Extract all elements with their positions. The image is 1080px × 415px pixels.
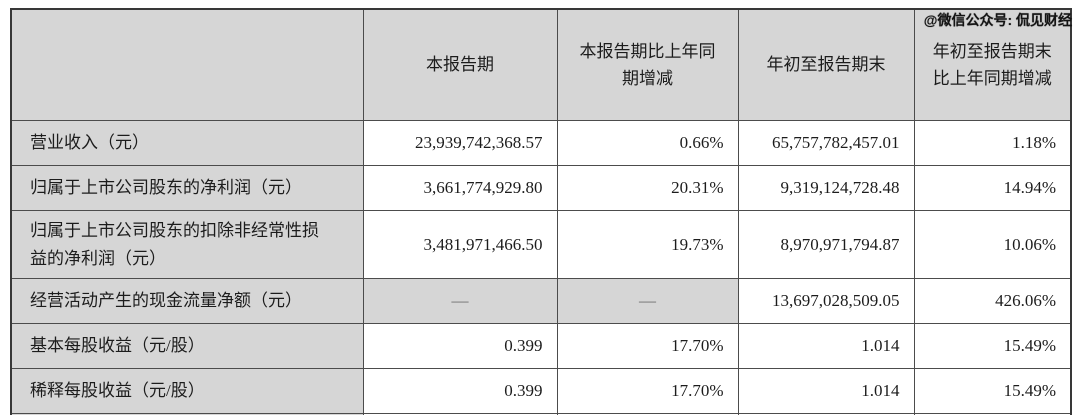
value-current: — bbox=[362, 278, 558, 325]
financial-summary-table: 本报告期 本报告期比上年同 期增减 年初至报告期末 年初至报告期末 比上年同期增… bbox=[10, 8, 1072, 415]
value-current-change: 17.70% bbox=[556, 323, 739, 370]
value-current: 0.399 bbox=[362, 368, 558, 415]
value-ytd-change: 426.06% bbox=[913, 278, 1072, 325]
table-row-revenue: 营业收入（元） 23,939,742,368.57 0.66% 65,757,7… bbox=[10, 120, 1072, 167]
value-ytd-change: 15.49% bbox=[913, 323, 1072, 370]
value-current-change: 19.73% bbox=[556, 210, 739, 280]
table-row-net-profit: 归属于上市公司股东的净利润（元） 3,661,774,929.80 20.31%… bbox=[10, 165, 1072, 212]
value-current-change: 17.70% bbox=[556, 368, 739, 415]
header-current-period: 本报告期 bbox=[362, 8, 558, 122]
value-current-change: 20.31% bbox=[556, 165, 739, 212]
value-ytd: 65,757,782,457.01 bbox=[737, 120, 915, 167]
row-label: 归属于上市公司股东的净利润（元） bbox=[10, 165, 364, 212]
wechat-watermark: @微信公众号: 侃见财经 bbox=[923, 12, 1072, 28]
value-ytd: 1.014 bbox=[737, 368, 915, 415]
value-current-change: — bbox=[556, 278, 739, 325]
value-ytd-change: 14.94% bbox=[913, 165, 1072, 212]
table-row-net-profit-excl-nonrecurring: 归属于上市公司股东的扣除非经常性损 益的净利润（元） 3,481,971,466… bbox=[10, 210, 1072, 280]
value-current: 3,481,971,466.50 bbox=[362, 210, 558, 280]
value-ytd-change: 1.18% bbox=[913, 120, 1072, 167]
table-row-operating-cash-flow: 经营活动产生的现金流量净额（元） — — 13,697,028,509.05 4… bbox=[10, 278, 1072, 325]
row-label: 经营活动产生的现金流量净额（元） bbox=[10, 278, 364, 325]
value-current: 3,661,774,929.80 bbox=[362, 165, 558, 212]
table-row-diluted-eps: 稀释每股收益（元/股） 0.399 17.70% 1.014 15.49% bbox=[10, 368, 1072, 415]
value-ytd-change: 10.06% bbox=[913, 210, 1072, 280]
header-ytd-change: 年初至报告期末 比上年同期增减 @微信公众号: 侃见财经 bbox=[913, 8, 1072, 122]
value-current: 0.399 bbox=[362, 323, 558, 370]
header-empty-cell bbox=[10, 8, 364, 122]
value-current: 23,939,742,368.57 bbox=[362, 120, 558, 167]
value-ytd: 1.014 bbox=[737, 323, 915, 370]
header-ytd-change-label: 年初至报告期末 比上年同期增减 bbox=[932, 41, 1052, 89]
row-label: 稀释每股收益（元/股） bbox=[10, 368, 364, 415]
table-row-basic-eps: 基本每股收益（元/股） 0.399 17.70% 1.014 15.49% bbox=[10, 323, 1072, 370]
row-label: 营业收入（元） bbox=[10, 120, 364, 167]
value-ytd: 8,970,971,794.87 bbox=[737, 210, 915, 280]
value-ytd-change: 15.49% bbox=[913, 368, 1072, 415]
header-year-to-date: 年初至报告期末 bbox=[737, 8, 915, 122]
row-label: 归属于上市公司股东的扣除非经常性损 益的净利润（元） bbox=[10, 210, 364, 280]
value-current-change: 0.66% bbox=[556, 120, 739, 167]
table-row-weighted-avg-roe: 加权平均净资产收益率 4.56% 0.52% 11.43% 0.91% bbox=[10, 413, 1072, 415]
value-ytd-change: 0.91% bbox=[913, 413, 1072, 415]
value-ytd: 13,697,028,509.05 bbox=[737, 278, 915, 325]
row-label: 基本每股收益（元/股） bbox=[10, 323, 364, 370]
header-current-period-change: 本报告期比上年同 期增减 bbox=[556, 8, 739, 122]
header-row: 本报告期 本报告期比上年同 期增减 年初至报告期末 年初至报告期末 比上年同期增… bbox=[10, 8, 1072, 122]
value-ytd: 9,319,124,728.48 bbox=[737, 165, 915, 212]
